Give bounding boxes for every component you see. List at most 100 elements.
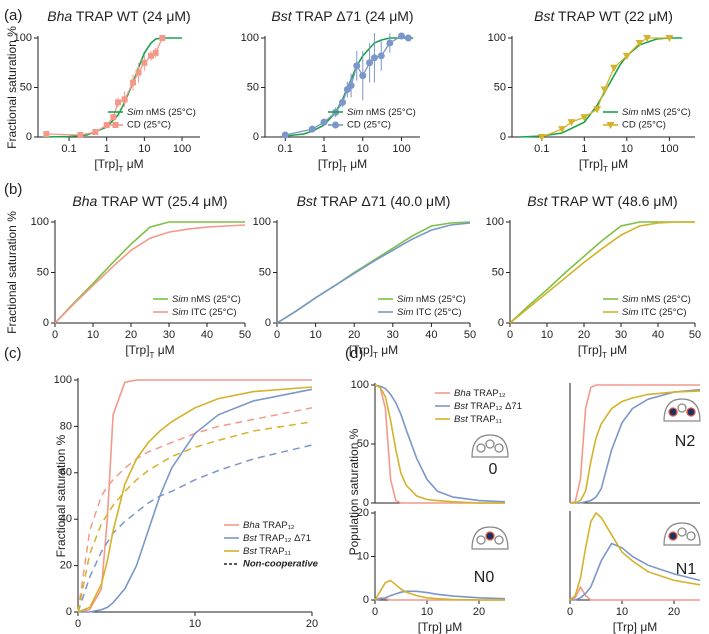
y-tick-label: 80 bbox=[60, 420, 72, 432]
annotation: N0 bbox=[474, 569, 495, 586]
y-tick-label: 50 bbox=[20, 81, 32, 93]
x-axis-label-part: T bbox=[603, 165, 608, 174]
panel-label: (c) bbox=[4, 345, 22, 362]
data-marker bbox=[610, 64, 619, 72]
site-icon bbox=[476, 443, 486, 453]
series-line bbox=[569, 384, 700, 504]
x-axis-label: [Trp]T μM bbox=[318, 157, 367, 173]
text-rest: TRAP Δ71 (24 μM) bbox=[292, 8, 414, 24]
text-rest: TRAP WT (25.4 μM) bbox=[97, 193, 227, 209]
x-axis-label-part: T bbox=[602, 351, 607, 360]
noncoop-line bbox=[77, 421, 313, 613]
x-tick-label: 10 bbox=[616, 606, 628, 618]
x-tick-label: 1 bbox=[321, 143, 327, 155]
chart-title: Bst TRAP WT (22 μM) bbox=[534, 8, 673, 24]
legend-label: Bst TRAP₁₁ bbox=[243, 546, 291, 557]
italic-word: Sim bbox=[622, 107, 638, 118]
italic-word: Sim bbox=[127, 107, 143, 118]
legend-label: Sim ITC (25°C) bbox=[622, 307, 687, 318]
x-axis-label: [Trp]T μM bbox=[579, 157, 628, 173]
chart-title: Bst TRAP Δ71 (40.0 μM) bbox=[297, 193, 451, 209]
data-marker bbox=[370, 54, 378, 62]
annotation: N1 bbox=[676, 561, 697, 578]
data-marker bbox=[112, 122, 119, 128]
x-tick-label: 100 bbox=[660, 143, 678, 155]
text-rest: ITC (25°C) bbox=[638, 307, 686, 318]
data-marker bbox=[135, 69, 142, 76]
italic-word: Bst bbox=[297, 193, 318, 209]
y-tick-label: 100 bbox=[241, 32, 259, 44]
x-tick-label: 50 bbox=[464, 329, 476, 341]
data-marker bbox=[130, 79, 137, 86]
italic-word: Bst bbox=[271, 8, 292, 24]
series-line bbox=[374, 384, 505, 504]
annotation: N2 bbox=[675, 433, 696, 450]
x-tick-label: 0 bbox=[372, 606, 378, 618]
x-tick-label: 30 bbox=[615, 329, 627, 341]
chart-title: Bst TRAP Δ71 (24 μM) bbox=[271, 8, 413, 24]
data-marker bbox=[643, 35, 652, 42]
y-tick-label: 100 bbox=[54, 374, 72, 386]
x-tick-label: 20 bbox=[348, 329, 360, 341]
text-rest: nMS (25°C) bbox=[638, 294, 690, 305]
x-tick-label: 20 bbox=[125, 329, 137, 341]
legend-label: Bha TRAP₁₂ bbox=[454, 388, 506, 399]
italic-word: Bha bbox=[72, 193, 97, 209]
y-tick-label: 10 bbox=[357, 550, 369, 562]
x-axis-label-part: μM bbox=[378, 343, 398, 357]
data-marker bbox=[398, 32, 406, 40]
italic-word: Sim bbox=[397, 294, 413, 305]
data-marker bbox=[593, 106, 602, 114]
legend-label: Sim nMS (25°C) bbox=[622, 107, 691, 118]
y-axis-label: Fractional saturation % bbox=[5, 26, 19, 149]
text-rest: nMS (25°C) bbox=[413, 294, 465, 305]
y-tick-label: 50 bbox=[357, 438, 369, 450]
y-tick-label: 100 bbox=[351, 379, 369, 391]
x-tick-label: 100 bbox=[173, 143, 191, 155]
series-line bbox=[569, 585, 700, 601]
data-marker bbox=[147, 52, 154, 59]
text-rest: TRAP₁₂ bbox=[471, 388, 506, 399]
y-tick-label: 50 bbox=[37, 266, 49, 278]
text-rest: TRAP₁₂ bbox=[260, 520, 295, 531]
x-axis-label-part: [Trp] bbox=[125, 343, 149, 357]
x-tick-label: 10 bbox=[189, 618, 201, 630]
data-marker bbox=[558, 126, 567, 134]
chart-title: Bha TRAP WT (24 μM) bbox=[47, 8, 190, 24]
series-line bbox=[77, 386, 313, 613]
italic-word: Bha bbox=[243, 520, 260, 531]
x-axis-label-part: T bbox=[119, 165, 124, 174]
text-rest: nMS (25°C) bbox=[143, 107, 195, 118]
series-line bbox=[570, 542, 701, 601]
x-tick-label: 1 bbox=[581, 143, 587, 155]
text-rest: ITC (25°C) bbox=[188, 307, 236, 318]
x-tick-label: 40 bbox=[425, 329, 437, 341]
x-axis-label-part: T bbox=[150, 351, 155, 360]
y-tick-label: 0 bbox=[498, 317, 504, 329]
x-tick-label: 100 bbox=[392, 143, 410, 155]
legend-label: Sim ITC (25°C) bbox=[397, 307, 462, 318]
y-tick-label: 0 bbox=[265, 317, 271, 329]
x-tick-label: 10 bbox=[87, 329, 99, 341]
series-line bbox=[570, 390, 701, 504]
chart-title: Bha TRAP WT (25.4 μM) bbox=[72, 193, 227, 209]
data-marker bbox=[308, 125, 316, 133]
text-rest: nMS (25°C) bbox=[188, 294, 240, 305]
site-icon bbox=[677, 403, 687, 413]
noncoop-line bbox=[77, 444, 313, 613]
legend-label: Sim nMS (25°C) bbox=[127, 107, 196, 118]
x-tick-label: 30 bbox=[163, 329, 175, 341]
data-marker bbox=[386, 39, 394, 47]
y-tick-label: 0 bbox=[26, 131, 32, 143]
italic-word: Bst bbox=[454, 401, 468, 412]
data-marker bbox=[366, 59, 374, 67]
annotation: 0 bbox=[489, 461, 498, 478]
panel-label: (d) bbox=[345, 345, 363, 362]
legend-label: Bha TRAP₁₂ bbox=[243, 520, 295, 531]
x-axis-label-part: T bbox=[373, 351, 378, 360]
legend-label: Non-cooperative bbox=[243, 559, 319, 570]
italic-word: Bst bbox=[243, 533, 257, 544]
x-tick-label: 0.1 bbox=[61, 143, 76, 155]
x-axis-label-part: [Trp] bbox=[318, 157, 342, 171]
data-marker bbox=[665, 35, 674, 42]
